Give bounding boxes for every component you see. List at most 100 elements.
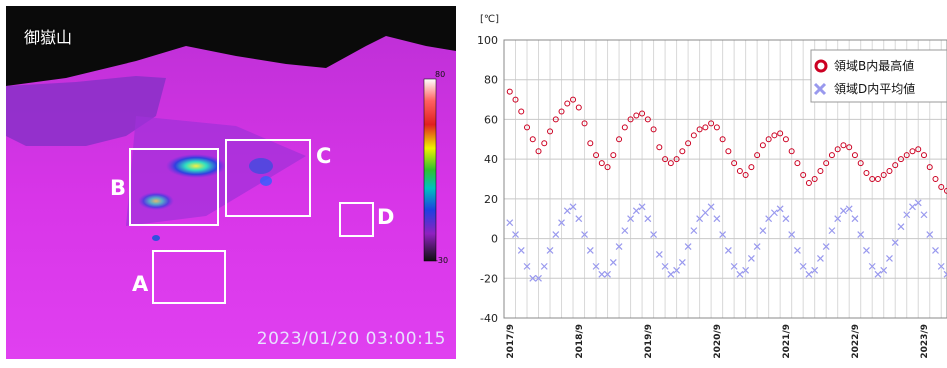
data-point-region-b — [829, 153, 834, 158]
data-point-region-b — [714, 125, 719, 130]
y-tick-label: 20 — [484, 193, 498, 206]
color-scale-bar — [424, 79, 436, 261]
y-tick-label: -40 — [480, 312, 498, 325]
data-point-region-b — [795, 161, 800, 166]
data-point-region-b — [726, 149, 731, 154]
data-point-region-b — [530, 137, 535, 142]
data-point-region-b — [841, 143, 846, 148]
data-point-region-b — [611, 153, 616, 158]
data-point-region-b — [921, 153, 926, 158]
data-point-region-b — [657, 145, 662, 150]
data-point-region-d — [576, 216, 582, 222]
data-point-region-d — [783, 216, 789, 222]
data-point-region-b — [507, 89, 512, 94]
data-point-region-d — [633, 208, 639, 214]
data-point-region-d — [507, 220, 513, 226]
data-point-region-d — [794, 247, 800, 253]
data-point-region-d — [702, 210, 708, 216]
data-point-region-b — [818, 169, 823, 174]
legend-series-b: 領域B内最高値 — [834, 58, 914, 73]
data-point-region-b — [749, 165, 754, 170]
data-point-region-b — [576, 105, 581, 110]
data-point-region-d — [829, 228, 835, 234]
data-point-region-b — [760, 143, 765, 148]
data-point-region-b — [519, 109, 524, 114]
data-point-region-d — [760, 228, 766, 234]
data-point-region-b — [864, 171, 869, 176]
data-point-region-b — [737, 169, 742, 174]
data-point-region-d — [863, 247, 869, 253]
data-point-region-d — [553, 232, 559, 238]
data-point-region-b — [634, 113, 639, 118]
region-d-label: D — [377, 205, 394, 229]
x-tick-label: 2018/9 — [575, 324, 585, 359]
data-point-region-b — [933, 177, 938, 182]
data-point-region-b — [852, 153, 857, 158]
x-tick-label: 2017/9 — [506, 324, 516, 359]
y-axis-label: [℃] — [480, 14, 499, 25]
region-d-box — [339, 202, 374, 237]
y-tick-label: -20 — [480, 272, 498, 285]
data-point-region-b — [622, 125, 627, 130]
data-point-region-d — [806, 271, 812, 277]
y-tick-label: 0 — [491, 233, 498, 246]
timestamp-label: 2023/01/20 03:00:15 — [257, 329, 446, 349]
data-point-region-b — [887, 169, 892, 174]
data-point-region-b — [599, 161, 604, 166]
data-point-region-d — [610, 259, 616, 265]
x-tick-label: 2019/9 — [644, 324, 654, 359]
y-tick-label: 60 — [484, 113, 498, 126]
data-point-region-b — [668, 161, 673, 166]
data-point-region-d — [748, 255, 754, 261]
y-tick-label: 100 — [477, 34, 498, 47]
data-point-region-d — [817, 255, 823, 261]
region-a-label: A — [132, 272, 148, 296]
data-point-region-d — [932, 247, 938, 253]
data-point-region-d — [587, 247, 593, 253]
x-tick-label: 2022/9 — [851, 324, 861, 359]
x-tick-label: 2023/9 — [920, 324, 930, 359]
y-tick-label: 80 — [484, 74, 498, 87]
data-point-region-d — [599, 271, 605, 277]
legend-series-d: 領域D内平均値 — [834, 81, 915, 96]
data-point-region-b — [783, 137, 788, 142]
data-point-region-b — [806, 180, 811, 185]
data-point-region-b — [691, 133, 696, 138]
thermal-image-panel: 御嶽山 80 -30 B C D A 2023/01/20 03:00:15 — [6, 6, 456, 359]
data-point-region-d — [679, 259, 685, 265]
data-point-region-b — [680, 149, 685, 154]
site-name-label: 御嶽山 — [24, 24, 72, 48]
region-a-box — [152, 250, 226, 304]
data-point-region-d — [771, 210, 777, 216]
data-point-region-d — [645, 216, 651, 222]
data-point-region-b — [875, 177, 880, 182]
data-point-region-d — [691, 228, 697, 234]
data-point-region-d — [622, 228, 628, 234]
data-point-region-d — [564, 208, 570, 214]
color-scale-min: -30 — [435, 256, 448, 265]
x-tick-label: 2021/9 — [782, 324, 792, 359]
data-point-region-d — [852, 216, 858, 222]
data-point-region-b — [542, 141, 547, 146]
data-point-region-d — [898, 224, 904, 230]
data-point-region-d — [840, 208, 846, 214]
legend: 領域B内最高値 領域D内平均値 — [811, 50, 947, 102]
data-point-region-b — [703, 125, 708, 130]
data-point-region-d — [725, 247, 731, 253]
data-point-region-b — [565, 101, 570, 106]
region-b-label: B — [110, 176, 126, 200]
data-point-region-d — [656, 251, 662, 257]
data-point-region-d — [886, 255, 892, 261]
region-c-box — [225, 139, 311, 217]
region-c-label: C — [316, 144, 331, 168]
data-point-region-d — [909, 204, 915, 210]
data-point-region-d — [668, 271, 674, 277]
data-point-region-b — [772, 133, 777, 138]
data-point-region-d — [541, 263, 547, 269]
data-point-region-d — [875, 271, 881, 277]
data-point-region-b — [910, 149, 915, 154]
color-scale-max: 80 — [435, 70, 445, 79]
